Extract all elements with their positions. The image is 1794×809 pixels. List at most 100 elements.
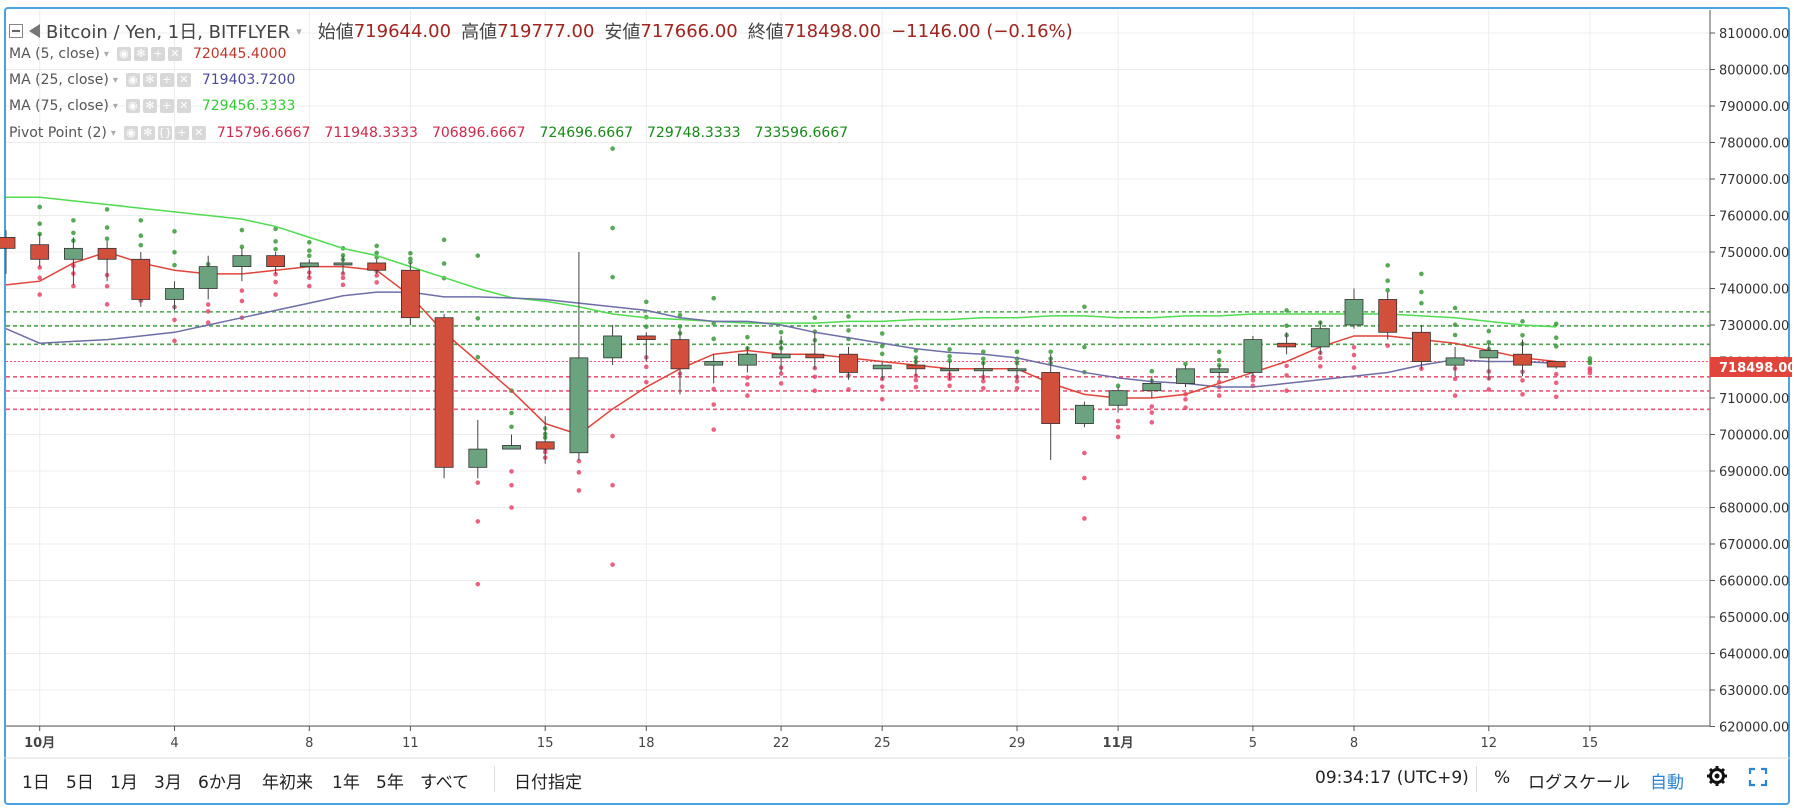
indicator-ma5[interactable]: MA (5, close) ▾ ◉ ✻ + ✕ 720445.4000: [9, 46, 286, 62]
braces-icon[interactable]: {}: [157, 126, 172, 140]
pivot-dot: [711, 402, 716, 407]
plus-icon[interactable]: +: [159, 99, 174, 113]
pivot-dot: [981, 385, 986, 391]
gear-icon[interactable]: ✻: [133, 47, 148, 61]
candle-body: [1108, 390, 1128, 406]
pivot-dot: [273, 292, 278, 297]
indicator-pivot[interactable]: Pivot Point (2) ▾ ◉ ✻{} + ✕ 715796.6667 711…: [9, 125, 848, 141]
flag-icon[interactable]: [29, 24, 40, 38]
pivot-dot: [1419, 289, 1424, 295]
eye-icon[interactable]: ◉: [125, 73, 140, 87]
close-icon[interactable]: ✕: [167, 47, 182, 61]
gear-icon[interactable]: [1706, 765, 1728, 792]
range-5y-button[interactable]: 5年: [376, 773, 404, 793]
percent-toggle[interactable]: %: [1494, 768, 1511, 788]
range-1m-button[interactable]: 1月: [110, 773, 138, 793]
eye-icon[interactable]: ◉: [125, 99, 140, 113]
close-icon[interactable]: ✕: [191, 126, 206, 140]
close-icon[interactable]: ✕: [176, 99, 191, 113]
pivot-dot: [711, 336, 716, 342]
pivot-dot: [947, 358, 952, 363]
auto-scale-toggle[interactable]: 自動: [1650, 773, 1684, 793]
pivot-dot: [947, 354, 952, 359]
indicator-ma25[interactable]: MA (25, close) ▾ ◉ ✻ + ✕ 719403.7200: [9, 72, 295, 88]
clock-readout[interactable]: 09:34:17 (UTC+9): [1315, 768, 1469, 788]
candle-body: [670, 339, 690, 370]
pivot-dot: [441, 261, 447, 266]
range-5d-button[interactable]: 5日: [66, 773, 94, 793]
candle-body: [266, 255, 286, 267]
pivot-dot: [1082, 304, 1087, 310]
price-tick-label: 810000.00: [1719, 27, 1789, 42]
close-icon[interactable]: ✕: [176, 73, 191, 87]
pivot-dot: [745, 334, 750, 340]
bottom-toolbar: 1日 5日 1月 3月 6か月 年初来 1年 5年 すべて 日付指定 09:34…: [0, 760, 1794, 800]
date-range-button[interactable]: 日付指定: [514, 773, 582, 793]
pivot-dot: [981, 349, 986, 355]
collapse-icon[interactable]: [9, 24, 23, 38]
indicator-name: MA (5, close): [9, 46, 100, 62]
indicator-ma75[interactable]: MA (75, close) ▾ ◉ ✻ + ✕ 729456.3333: [9, 98, 295, 114]
pivot-dot: [1553, 380, 1559, 386]
pivot-dot: [509, 424, 514, 430]
price-tick-label: 730000.00: [1719, 319, 1789, 334]
pivot-dot: [1385, 263, 1390, 268]
symbol-title[interactable]: Bitcoin / Yen, 1日, BITFLYER: [46, 22, 291, 43]
gear-icon[interactable]: ✻: [142, 99, 157, 113]
pivot-dot: [1149, 410, 1155, 415]
eye-icon[interactable]: ◉: [116, 47, 131, 61]
high-label: 高値: [461, 22, 498, 43]
chevron-down-icon[interactable]: ▾: [110, 127, 116, 139]
range-1y-button[interactable]: 1年: [332, 773, 360, 793]
gear-icon[interactable]: ✻: [140, 126, 155, 140]
pivot-dot: [1250, 374, 1256, 380]
pivot-dot: [441, 237, 447, 243]
pivot-dot: [1520, 392, 1525, 397]
symbol-dropdown-icon[interactable]: ▾: [296, 24, 302, 38]
log-scale-toggle[interactable]: ログスケール: [1528, 773, 1630, 793]
pivot-dot: [205, 309, 211, 314]
pivot-dot: [1351, 344, 1357, 350]
pivot-dot: [1385, 287, 1390, 293]
pivot-value: 715796.6667: [216, 125, 311, 141]
candle-body: [1479, 350, 1499, 359]
plus-icon[interactable]: +: [150, 47, 165, 61]
price-tick-label: 760000.00: [1719, 210, 1789, 225]
range-6m-button[interactable]: 6か月: [198, 773, 243, 793]
fullscreen-icon[interactable]: [1748, 767, 1768, 792]
pivot-dot: [1520, 378, 1525, 383]
pivot-dot: [273, 271, 278, 277]
plus-icon[interactable]: +: [174, 126, 189, 140]
symbol-header: Bitcoin / Yen, 1日, BITFLYER ▾ 始値 719644.0…: [9, 18, 1083, 44]
candle-body: [1445, 357, 1465, 366]
eye-icon[interactable]: ◉: [123, 126, 138, 140]
pivot-dot: [475, 316, 481, 321]
range-ytd-button[interactable]: 年初来: [262, 773, 313, 793]
chevron-down-icon[interactable]: ▾: [112, 74, 118, 86]
pivot-dot: [1385, 343, 1390, 348]
candle-body: [131, 258, 151, 300]
chevron-down-icon[interactable]: ▾: [112, 100, 118, 112]
chevron-down-icon[interactable]: ▾: [103, 48, 109, 60]
pivot-dot: [1183, 361, 1188, 367]
candle-body: [165, 288, 184, 300]
pivot-dot: [475, 581, 481, 587]
pivot-dot: [273, 246, 278, 252]
range-3m-button[interactable]: 3月: [154, 773, 182, 793]
range-all-button[interactable]: すべて: [420, 773, 470, 793]
pivot-value: 711948.3333: [324, 125, 418, 141]
candle-body: [738, 353, 757, 366]
range-1d-button[interactable]: 1日: [22, 773, 50, 793]
pivot-dot: [1553, 321, 1559, 327]
pivot-dot: [1452, 393, 1458, 398]
candle-body: [1546, 361, 1566, 368]
gear-icon[interactable]: ✻: [142, 73, 157, 87]
pivot-dot: [1587, 370, 1593, 376]
plus-icon[interactable]: +: [159, 73, 174, 87]
pivot-value: 733596.6667: [754, 125, 849, 141]
pivot-dot: [812, 388, 818, 394]
time-tick-label: 8: [305, 736, 313, 751]
pivot-dot: [1082, 344, 1087, 350]
pivot-dot: [879, 384, 885, 389]
